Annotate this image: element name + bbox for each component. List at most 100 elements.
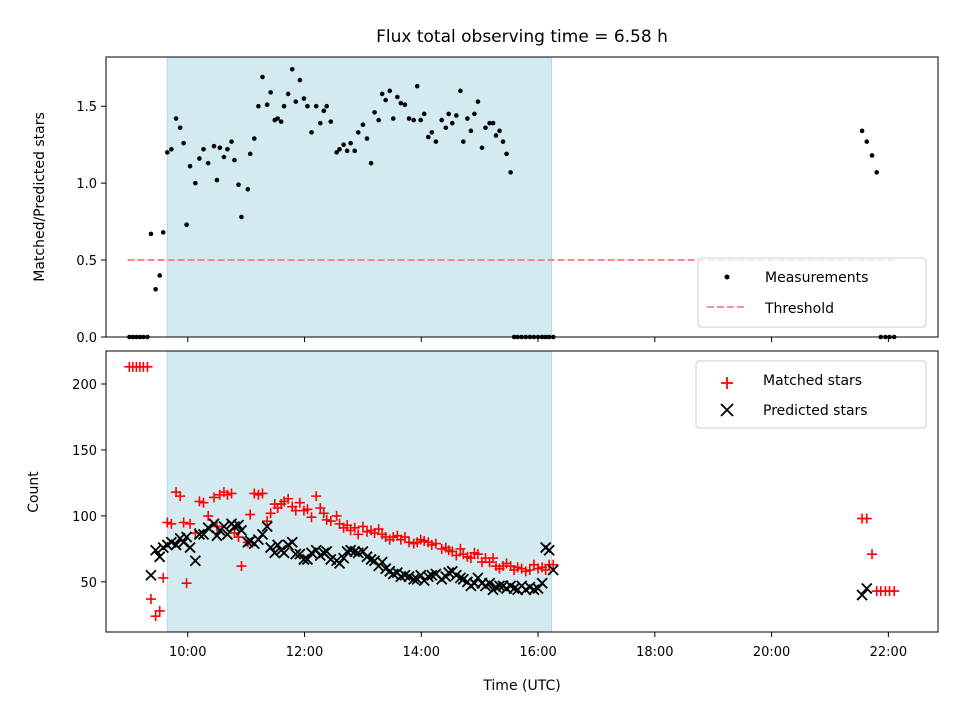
measurement-point (483, 125, 488, 131)
measurement-point (443, 125, 449, 131)
measurement-point (372, 110, 377, 115)
predicted-stars-point (408, 573, 420, 585)
measurement-point (301, 96, 307, 101)
matched-stars-point (451, 550, 462, 561)
measurement-point (275, 116, 280, 121)
bottom-x-axis: 10:00 12:00 14:00 16:00 18:00 20:00 22:00 (169, 632, 907, 660)
measurement-point (229, 139, 234, 144)
measurement-point (504, 151, 509, 157)
matched-stars-point (302, 504, 313, 515)
legend-predicted-label: Predicted stars (763, 403, 868, 419)
measurement-point (337, 147, 342, 152)
measurement-point (205, 160, 211, 166)
top-legend: Measurements Threshold (697, 257, 927, 328)
matched-stars-point (318, 508, 329, 519)
measurement-point (475, 99, 481, 104)
predicted-stars-point (202, 522, 214, 534)
measurement-point (211, 143, 217, 149)
predicted-stars-point (145, 569, 157, 581)
measurement-point (221, 154, 227, 160)
measurement-point (278, 119, 284, 124)
predicted-stars-point (290, 548, 302, 560)
measurement-point (197, 156, 202, 161)
measurement-point (344, 148, 350, 154)
predicted-stars-point (218, 520, 230, 533)
matched-stars-point (357, 521, 368, 532)
measurement-point (260, 74, 265, 80)
matched-stars-point (472, 549, 483, 560)
matched-stars-point (150, 611, 161, 622)
measurement-point (379, 91, 385, 97)
measurement-point (468, 128, 474, 134)
bottom-plot-marks (124, 361, 900, 622)
measurement-point (429, 130, 435, 135)
measurement-point (334, 150, 339, 155)
measurement-point (181, 140, 186, 146)
matched-stars-point (185, 518, 196, 529)
matched-stars-point (548, 559, 559, 570)
measurement-point (472, 111, 477, 117)
matched-stars-point (262, 516, 273, 527)
matched-stars-point (465, 553, 476, 564)
predicted-stars-point (422, 570, 434, 583)
predicted-stars-point (301, 553, 314, 566)
measurement-point (324, 103, 329, 109)
y-tick-label: 100 (72, 510, 97, 525)
matched-stars-point (265, 508, 276, 519)
measurement-point (364, 136, 370, 141)
y-tick-label: 150 (72, 444, 97, 459)
matched-stars-point (889, 586, 900, 597)
matched-stars-point (203, 510, 214, 521)
measurement-point (387, 88, 393, 94)
top-observing-span (166, 56, 552, 338)
top-panel: 0.0 0.5 1.0 1.5 Matched/Predicted stars Mea… (32, 56, 939, 346)
predicted-stars-point (184, 541, 196, 554)
predicted-stars-point (278, 547, 290, 559)
predicted-stars-point (547, 564, 559, 576)
measurement-point (157, 273, 163, 278)
matched-stars-point (158, 572, 169, 583)
predicted-stars-point (861, 582, 873, 595)
matched-stars-point (399, 532, 410, 543)
x-tick-label: 12:00 (286, 645, 323, 660)
measurement-point (268, 90, 273, 95)
matched-stars-point (175, 491, 186, 502)
predicted-stars-point (483, 577, 496, 589)
measurement-point (245, 187, 251, 192)
measurement-point (421, 111, 427, 117)
x-tick-label: 16:00 (519, 645, 556, 660)
measurement-point (490, 120, 496, 126)
measurement-point (348, 140, 353, 146)
measurement-point (281, 103, 287, 109)
measurement-point (264, 102, 270, 107)
measurement-point (148, 231, 154, 237)
measurement-point (252, 136, 257, 141)
measurement-point (376, 117, 381, 123)
matched-stars-point (178, 517, 189, 528)
measurement-point (487, 120, 492, 126)
measurement-point (173, 116, 179, 121)
matched-stars-point (154, 605, 165, 616)
predicted-stars-point (170, 539, 182, 551)
matched-stars-point (236, 561, 247, 572)
predicted-stars-point (856, 589, 868, 601)
measurement-point (439, 117, 445, 123)
measurement-point (360, 122, 366, 127)
top-y-axis: 0.0 0.5 1.0 1.5 (76, 100, 106, 346)
predicted-stars-point (286, 536, 298, 548)
legend-matched-label: Matched stars (763, 373, 862, 389)
bottom-axes-frame (105, 350, 939, 633)
matched-stars-point (331, 510, 342, 521)
measurement-point (418, 117, 424, 123)
y-tick-label: 1.5 (76, 100, 97, 115)
matched-stars-point (209, 492, 220, 503)
bottom-y-axis: 50 100 150 200 (72, 378, 106, 591)
measurement-point (446, 111, 452, 117)
y-tick-label: 0.0 (76, 331, 97, 346)
measurement-point (493, 133, 499, 138)
measurement-point (859, 128, 865, 134)
predicted-stars-point (235, 524, 248, 537)
measurement-point (177, 125, 183, 131)
y-tick-label: 1.0 (76, 177, 97, 192)
matched-stars-point (142, 361, 153, 372)
